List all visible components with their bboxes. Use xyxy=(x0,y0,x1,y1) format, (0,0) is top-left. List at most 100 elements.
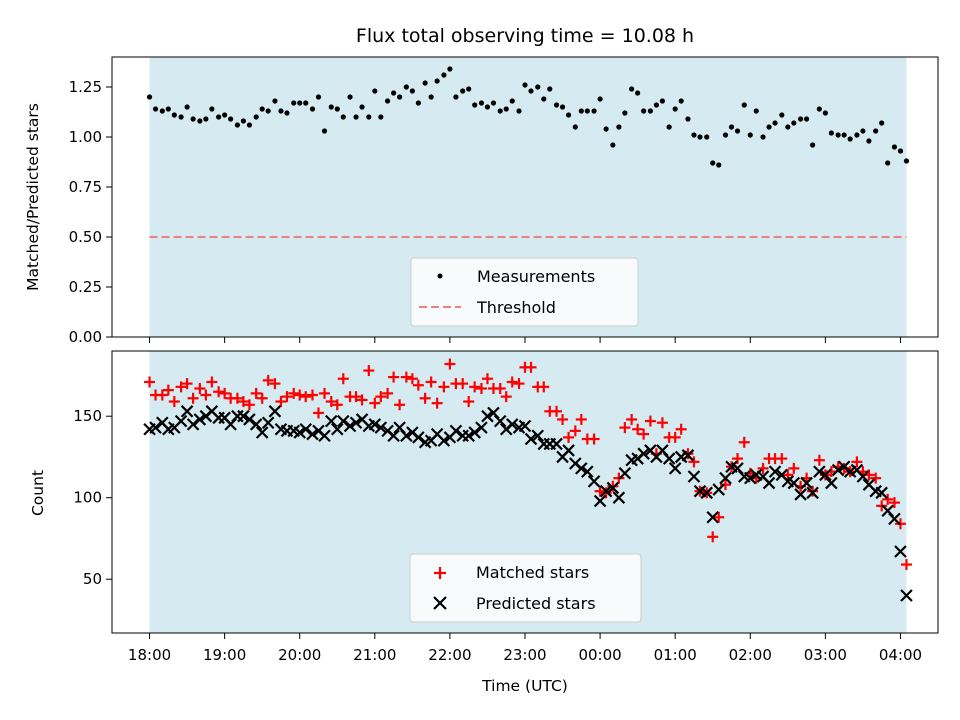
matched-star-point xyxy=(275,396,287,408)
measurement-point xyxy=(666,124,672,130)
matched-star-point xyxy=(619,422,631,434)
predicted-star-point xyxy=(581,465,594,478)
matched-star-point xyxy=(438,381,450,393)
measurement-point xyxy=(741,102,747,108)
matched-star-point xyxy=(206,376,218,388)
predicted-star-point xyxy=(468,426,481,439)
measurement-point xyxy=(704,134,710,140)
top-y-tick-label: 0.25 xyxy=(69,278,102,296)
measurement-point xyxy=(497,108,503,114)
matched-star-point xyxy=(707,531,719,543)
matched-star-point xyxy=(356,394,368,406)
matched-star-point xyxy=(168,396,180,408)
legend-predicted-marker xyxy=(433,596,447,610)
matched-star-point xyxy=(375,391,387,403)
matched-star-point xyxy=(738,436,750,448)
matched-star-point xyxy=(888,497,900,509)
matched-star-point xyxy=(469,381,481,393)
top-y-ticks: 0.00 0.25 0.50 0.75 1.00 1.25 xyxy=(69,78,112,346)
predicted-star-point xyxy=(706,510,720,524)
predicted-star-point xyxy=(237,409,250,423)
predicted-star-point xyxy=(462,429,475,443)
measurement-point xyxy=(484,104,491,110)
measurement-point xyxy=(903,158,910,164)
predicted-star-point xyxy=(575,462,588,475)
top-y-tick-label: 0.50 xyxy=(69,228,102,246)
measurement-point xyxy=(340,114,346,120)
matched-star-point xyxy=(300,391,312,403)
measurement-point xyxy=(447,66,453,72)
top-chart-title: Flux total observing time = 10.08 h xyxy=(356,25,694,47)
measurement-point xyxy=(559,104,566,110)
bottom-x-tick-label: 18:00 xyxy=(128,646,171,664)
matched-star-point xyxy=(788,462,800,474)
matched-star-point xyxy=(337,373,349,385)
bottom-x-tick-label: 00:00 xyxy=(578,646,621,664)
predicted-star-point xyxy=(599,484,613,498)
predicted-star-point xyxy=(330,422,344,436)
matched-star-point xyxy=(350,391,362,403)
measurement-point xyxy=(710,160,716,166)
measurement-point xyxy=(422,80,428,86)
predicted-star-point xyxy=(743,471,757,485)
matched-star-point xyxy=(313,407,324,419)
predicted-star-point xyxy=(618,466,632,480)
measurement-point xyxy=(779,112,785,118)
measurement-point xyxy=(522,82,528,88)
predicted-star-point xyxy=(306,427,319,441)
measurement-point xyxy=(303,100,309,106)
matched-star-point xyxy=(481,373,493,385)
predicted-star-point xyxy=(505,418,519,431)
predicted-star-point xyxy=(875,486,888,500)
predicted-star-point xyxy=(518,419,532,433)
matched-star-point xyxy=(632,423,644,435)
matched-star-point xyxy=(388,371,400,383)
measurement-point xyxy=(822,110,828,116)
bottom-y-tick-label: 150 xyxy=(73,407,102,425)
measurement-point xyxy=(309,106,316,112)
predicted-star-point xyxy=(149,421,162,434)
bottom-x-tick-label: 21:00 xyxy=(353,646,396,664)
matched-star-point xyxy=(475,382,487,394)
matched-star-point xyxy=(506,376,518,388)
bottom-x-tick-label: 04:00 xyxy=(879,646,922,664)
measurement-point xyxy=(353,114,359,120)
legend-threshold-label: Threshold xyxy=(476,298,556,317)
matched-star-point xyxy=(431,397,443,409)
matched-star-point xyxy=(557,413,569,425)
predicted-star-point xyxy=(243,413,256,426)
matched-star-point xyxy=(319,387,331,399)
matched-star-point xyxy=(187,392,199,404)
measurement-point xyxy=(203,116,209,122)
measurement-point xyxy=(885,160,891,166)
bottom-x-tick-label: 19:00 xyxy=(203,646,246,664)
predicted-star-point xyxy=(606,481,620,495)
predicted-star-point xyxy=(374,421,388,434)
matched-star-point xyxy=(644,415,656,427)
bottom-x-tick-label: 02:00 xyxy=(729,646,772,664)
matched-star-point xyxy=(162,384,174,396)
measurement-point xyxy=(466,86,472,92)
measurement-point xyxy=(653,102,660,108)
matched-star-point xyxy=(363,365,375,377)
measurement-point xyxy=(297,100,303,106)
matched-star-point xyxy=(551,405,563,417)
predicted-star-point xyxy=(550,437,563,451)
predicted-star-point xyxy=(612,491,626,504)
matched-star-point xyxy=(262,374,274,386)
predicted-star-point xyxy=(349,416,363,430)
measurement-point xyxy=(728,124,735,130)
measurement-point xyxy=(565,112,572,118)
measurement-point xyxy=(547,86,553,92)
measurement-point xyxy=(278,108,284,114)
matched-star-point xyxy=(851,456,863,468)
legend-matched-marker xyxy=(434,567,446,579)
measurement-point xyxy=(359,104,365,110)
predicted-star-point xyxy=(794,488,807,501)
matched-star-point xyxy=(213,386,225,398)
measurement-point xyxy=(772,120,778,126)
predicted-star-point xyxy=(856,470,870,483)
predicted-star-point xyxy=(593,494,607,508)
measurement-point xyxy=(716,162,722,168)
predicted-star-point xyxy=(668,462,682,475)
